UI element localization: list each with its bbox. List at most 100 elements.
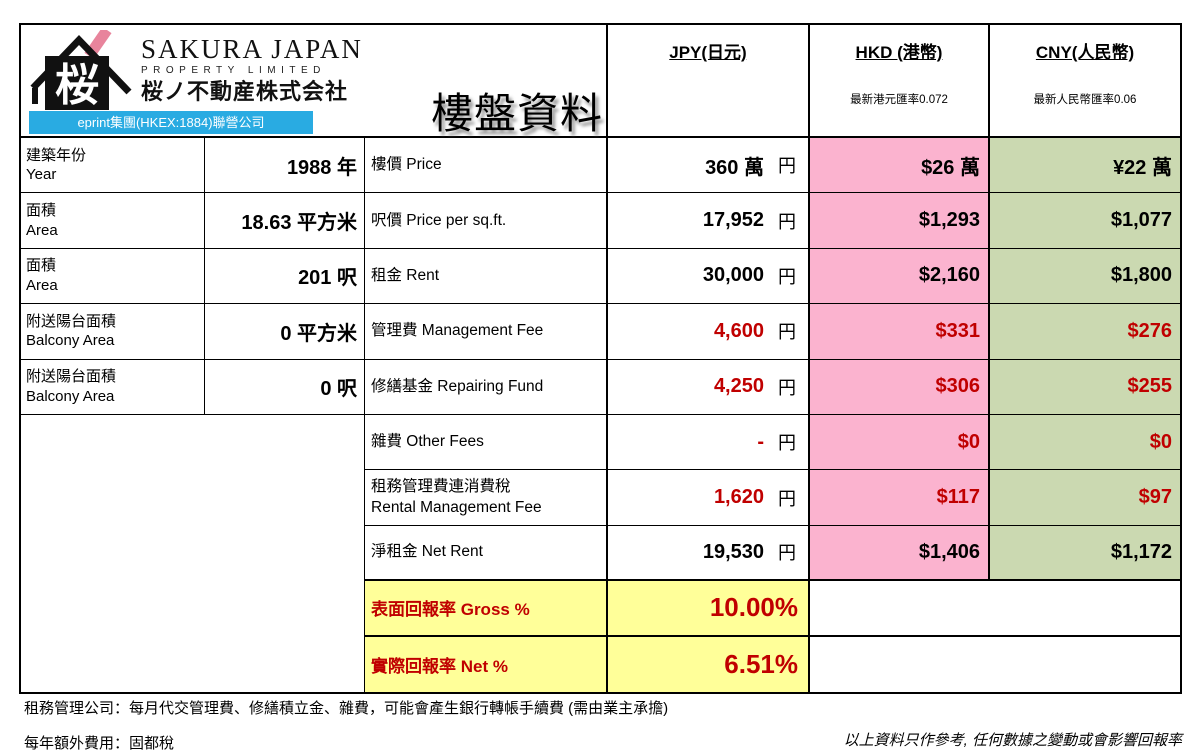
property-label-en: Balcony Area (26, 332, 115, 350)
fee-cny-rent: $1,800 (990, 248, 1180, 305)
fee-label-net-rent: 淨租金 Net Rent (365, 525, 608, 582)
header-main-cell: 桜 SAKURA JAPAN PROPERTY LIMITED 桜ノ不動産株式会… (21, 25, 608, 138)
property-label-area-sqft: 面積 Area (21, 248, 205, 305)
fee-label-text: 管理費 Management Fee (371, 322, 544, 340)
property-label-zh: 建築年份 (26, 146, 87, 164)
company-text-block: SAKURA JAPAN PROPERTY LIMITED 桜ノ不動産株式会社 (141, 36, 363, 103)
fee-cny-repairing-fund: $255 (990, 359, 1180, 415)
fee-label-text: 修繕基金 Repairing Fund (371, 377, 544, 395)
net-return-value: 6.51% (608, 636, 810, 692)
property-label-zh: 面積 (26, 202, 57, 220)
cny-rate-note: 最新人民幣匯率0.06 (1033, 94, 1137, 106)
page-title: 樓盤資料 (430, 89, 603, 137)
property-value-area-sqft: 201 呎 (205, 248, 365, 305)
fee-hkd-management-fee: $331 (810, 304, 990, 360)
fee-jpy-price: 360 萬 円 (608, 138, 810, 194)
fee-jpy-rent: 30,000 円 (608, 248, 810, 305)
fee-label-text: 租務管理費連消費稅 (371, 478, 511, 496)
jpy-unit: 円 (778, 377, 796, 398)
fee-hkd-repairing-fund: $306 (810, 359, 990, 415)
jpy-amount: 19,530 (702, 540, 764, 563)
property-value-balcony-sqm: 0 平方米 (205, 304, 365, 360)
fee-hkd-other-fees: $0 (810, 414, 990, 471)
fee-hkd-rental-management-fee: $117 (810, 470, 990, 526)
eprint-banner: eprint集團(HKEX:1884)聯營公司 (29, 111, 313, 134)
disclaimer-note: 以上資料只作參考, 任何數據之變動或會影響回報率 (843, 732, 1182, 749)
net-return-empty-cell (810, 636, 1180, 692)
jpy-unit: 円 (778, 156, 796, 177)
house-sakura-icon: 桜 (30, 30, 132, 110)
fee-jpy-net-rent: 19,530 円 (608, 525, 810, 582)
fee-cny-rental-management-fee: $97 (990, 470, 1180, 526)
gross-return-value: 10.00% (608, 581, 810, 637)
jpy-amount: 4,600 (713, 319, 764, 342)
fee-label-text: 淨租金 Net Rent (371, 543, 483, 561)
property-label-year: 建築年份 Year (21, 138, 205, 194)
fee-jpy-rental-management-fee: 1,620 円 (608, 470, 810, 526)
left-empty-cell (21, 414, 365, 692)
gross-return-empty-cell (810, 581, 1180, 637)
fee-cny-price: ¥22 萬 (990, 138, 1180, 194)
property-label-en: Year (26, 166, 57, 184)
property-label-zh: 附送陽台面積 (26, 312, 117, 330)
jpy-column-header: JPY(日元) (608, 25, 810, 138)
jpy-unit: 円 (778, 433, 796, 454)
fee-label-text: 租金 Rent (371, 266, 440, 284)
cny-column-header: CNY(人民幣) 最新人民幣匯率0.06 (990, 25, 1180, 138)
fee-cny-net-rent: $1,172 (990, 525, 1180, 582)
fee-label-management-fee: 管理費 Management Fee (365, 304, 608, 360)
jpy-amount: 30,000 (702, 264, 764, 287)
fee-cny-other-fees: $0 (990, 414, 1180, 471)
property-label-zh: 附送陽台面積 (26, 368, 117, 386)
jpy-amount: 17,952 (702, 209, 764, 232)
fee-jpy-price-per-sqft: 17,952 円 (608, 193, 810, 249)
company-logo: 桜 SAKURA JAPAN PROPERTY LIMITED 桜ノ不動産株式会… (29, 30, 361, 110)
net-return-label: 實際回報率 Net % (365, 636, 608, 692)
fee-hkd-net-rent: $1,406 (810, 525, 990, 582)
fee-label-rent: 租金 Rent (365, 248, 608, 305)
fee-label-repairing-fund: 修繕基金 Repairing Fund (365, 359, 608, 415)
company-name: SAKURA JAPAN (141, 34, 363, 64)
fee-hkd-price-per-sqft: $1,293 (810, 193, 990, 249)
property-label-zh: 面積 (26, 257, 57, 275)
company-subtitle: PROPERTY LIMITED (141, 65, 326, 76)
hkd-rate-note: 最新港元匯率0.072 (850, 94, 948, 106)
fee-cny-management-fee: $276 (990, 304, 1180, 360)
jpy-unit: 円 (778, 211, 796, 232)
property-value-area-sqm: 18.63 平方米 (205, 193, 365, 249)
property-label-balcony-sqm: 附送陽台面積 Balcony Area (21, 304, 205, 360)
company-name-jp: 桜ノ不動産株式会社 (141, 79, 349, 104)
cny-header-label: CNY(人民幣) (1035, 43, 1135, 62)
fee-jpy-repairing-fund: 4,250 円 (608, 359, 810, 415)
fee-label-rental-management-fee: 租務管理費連消費稅 Rental Management Fee (365, 470, 608, 526)
property-label-en: Area (26, 221, 58, 239)
fee-label-price-per-sqft: 呎價 Price per sq.ft. (365, 193, 608, 249)
jpy-amount: 1,620 (713, 486, 764, 509)
jpy-unit: 円 (778, 543, 796, 564)
jpy-amount: 4,250 (713, 375, 764, 398)
footnote-annual-cost: 每年額外費用：固都稅 (24, 735, 175, 752)
fee-label-text: 呎價 Price per sq.ft. (371, 211, 507, 229)
jpy-amount: 360 萬 (705, 156, 764, 179)
fee-hkd-price: $26 萬 (810, 138, 990, 194)
fee-label-text: 樓價 Price (371, 156, 442, 174)
fee-label-text-en: Rental Management Fee (371, 498, 542, 516)
property-value-balcony-sqft: 0 呎 (205, 359, 365, 415)
logo-glyph: 桜 (55, 61, 99, 110)
property-value-year: 1988 年 (205, 138, 365, 194)
jpy-unit: 円 (778, 322, 796, 343)
jpy-header-label: JPY(日元) (669, 43, 747, 62)
property-label-en: Balcony Area (26, 387, 115, 405)
property-table: 桜 SAKURA JAPAN PROPERTY LIMITED 桜ノ不動産株式会… (19, 23, 1182, 694)
logo-wall-tick (32, 88, 38, 104)
fee-cny-price-per-sqft: $1,077 (990, 193, 1180, 249)
fee-label-text: 雜費 Other Fees (371, 433, 484, 451)
fee-label-price: 樓價 Price (365, 138, 608, 194)
gross-return-label: 表面回報率 Gross % (365, 581, 608, 637)
jpy-amount: - (757, 430, 764, 453)
property-label-balcony-sqft: 附送陽台面積 Balcony Area (21, 359, 205, 415)
fee-hkd-rent: $2,160 (810, 248, 990, 305)
hkd-header-label: HKD (港幣) (855, 43, 943, 62)
jpy-unit: 円 (778, 488, 796, 509)
